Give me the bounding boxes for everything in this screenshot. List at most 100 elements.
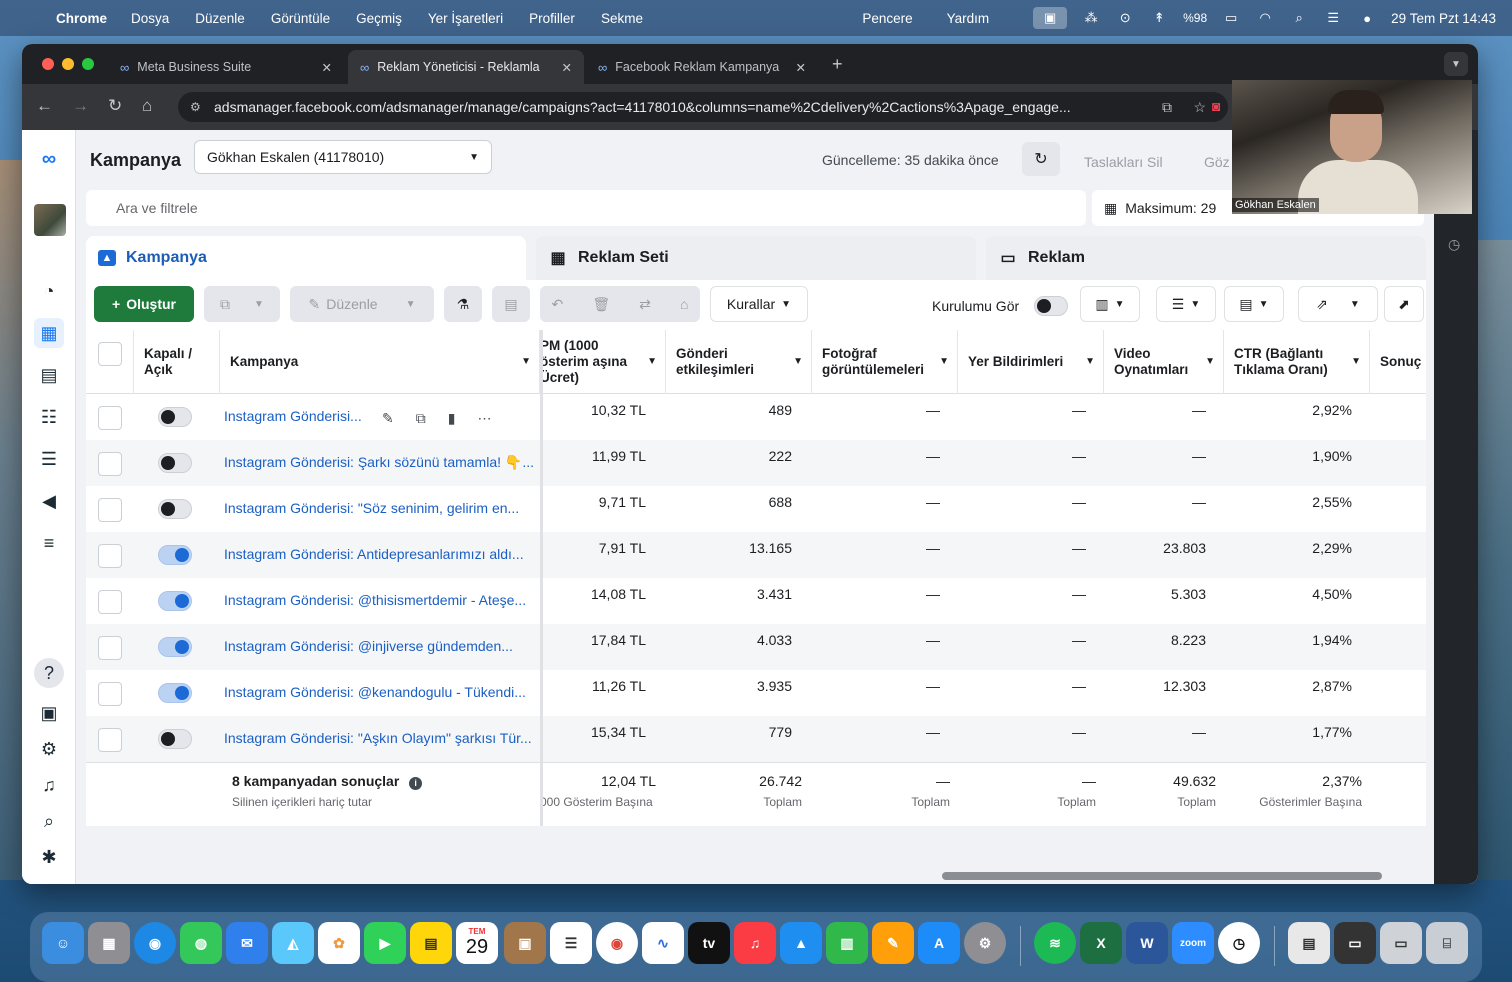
siri-icon[interactable]: ● bbox=[1363, 10, 1372, 26]
menu-pencere[interactable]: Pencere bbox=[862, 10, 913, 26]
more-options-icon[interactable]: ⋯ bbox=[477, 410, 492, 426]
undo-icon[interactable]: ↶ bbox=[551, 295, 564, 312]
menu-gecmis[interactable]: Geçmiş bbox=[356, 10, 402, 26]
battery-icon[interactable]: ▭ bbox=[1225, 10, 1238, 25]
home-icon[interactable]: ⌂ bbox=[142, 96, 153, 115]
photos-icon[interactable]: ✿ bbox=[318, 922, 360, 964]
history-clock-icon[interactable]: ◷ bbox=[1448, 236, 1461, 252]
table-row[interactable]: Instagram Gönderisi: @thisismertdemir - … bbox=[86, 578, 1426, 624]
account-selector[interactable]: Gökhan Eskalen (41178010) ▼ bbox=[194, 140, 492, 174]
close-tab-icon[interactable]: ✕ bbox=[795, 60, 806, 75]
trash-icon[interactable]: 🗑 bbox=[592, 295, 611, 312]
datetime[interactable]: 29 Tem Pzt 14:43 bbox=[1391, 10, 1496, 26]
back-icon[interactable]: ← bbox=[36, 96, 53, 115]
dashboard-icon[interactable]: ◔ bbox=[43, 280, 55, 301]
facetime-icon[interactable]: ▶ bbox=[364, 922, 406, 964]
new-tab-icon[interactable]: + bbox=[832, 54, 843, 74]
table-row[interactable]: Instagram Gönderisi... ✎ ⧉ ▮ ⋯ 10,32 TL 489 — — —… bbox=[86, 394, 1426, 440]
freeform-icon[interactable]: ∿ bbox=[642, 922, 684, 964]
keynote-icon[interactable]: ▲ bbox=[780, 922, 822, 964]
music-icon[interactable]: ♫ bbox=[734, 922, 776, 964]
clock-icon[interactable]: ◷ bbox=[1218, 922, 1260, 964]
campaign-name-link[interactable]: Instagram Gönderisi: "Söz seninim, gelir… bbox=[224, 500, 520, 516]
chrome-icon[interactable]: ◉ bbox=[596, 922, 638, 964]
mic-icon[interactable]: ↟ bbox=[1153, 10, 1165, 25]
notes-icon[interactable]: ▤ bbox=[410, 922, 452, 964]
menu-yardim[interactable]: Yardım bbox=[946, 10, 990, 26]
edit-pencil-icon[interactable]: ✎ bbox=[382, 410, 394, 426]
menu-dosya[interactable]: Dosya bbox=[131, 10, 170, 26]
row-checkbox[interactable] bbox=[98, 728, 122, 752]
bookmark-star-icon[interactable]: ☆ bbox=[1193, 98, 1206, 115]
rules-dropdown[interactable]: Kurallar ▼ bbox=[710, 286, 808, 322]
campaign-toggle[interactable] bbox=[158, 729, 192, 749]
tab-facebook-reklam-kampanya[interactable]: ∞ Facebook Reklam Kampanya ✕ bbox=[586, 50, 818, 84]
install-icon[interactable]: ⧉ bbox=[1162, 98, 1172, 115]
tab-reklam-yoneticisi[interactable]: ∞ Reklam Yöneticisi - Reklamla ✕ bbox=[348, 50, 584, 84]
header-checkins[interactable]: Yer Bildirimleri ▼ bbox=[958, 330, 1104, 394]
campaign-toggle[interactable] bbox=[158, 453, 192, 473]
columns-button[interactable]: ▥ ▼ bbox=[1080, 286, 1140, 322]
minimize-window-icon[interactable] bbox=[62, 58, 74, 70]
spotify-icon[interactable]: ≋ bbox=[1034, 922, 1076, 964]
horizontal-scrollbar[interactable] bbox=[942, 872, 1382, 880]
edit-button[interactable]: ✎ Düzenle ▼ bbox=[290, 286, 434, 322]
select-all-checkbox[interactable] bbox=[98, 342, 122, 366]
menu-yer-isaretleri[interactable]: Yer İşaretleri bbox=[427, 10, 504, 26]
menu-app-name[interactable]: Chrome bbox=[56, 10, 108, 26]
campaign-name-link[interactable]: Instagram Gönderisi: @injiverse gündemde… bbox=[224, 638, 513, 654]
tab-search-icon[interactable]: ▼ bbox=[1444, 52, 1468, 76]
downloads-stack-icon[interactable]: ▭ bbox=[1380, 922, 1422, 964]
app-store-icon[interactable]: A bbox=[918, 922, 960, 964]
charts-button[interactable]: ⬈ bbox=[1384, 286, 1424, 322]
menu-sekme[interactable]: Sekme bbox=[600, 10, 643, 26]
messages-icon[interactable]: ◍ bbox=[180, 922, 222, 964]
campaign-toggle[interactable] bbox=[158, 683, 192, 703]
row-checkbox[interactable] bbox=[98, 406, 122, 430]
spotlight-icon[interactable]: ⌕ bbox=[1295, 10, 1303, 25]
url-field[interactable]: ⚙ adsmanager.facebook.com/adsmanager/man… bbox=[178, 92, 1228, 122]
reminders-icon[interactable]: ☰ bbox=[550, 922, 592, 964]
header-toggle[interactable]: Kapalı / Açık bbox=[134, 330, 220, 394]
screenshot-icon[interactable]: ▭ bbox=[1334, 922, 1376, 964]
campaign-toggle[interactable] bbox=[158, 407, 192, 427]
header-photo-views[interactable]: Fotoğraf görüntülemeleri ▼ bbox=[812, 330, 958, 394]
pages-icon[interactable]: ✎ bbox=[872, 922, 914, 964]
control-center-icon[interactable]: ☰ bbox=[1327, 10, 1339, 25]
menu-goruntule[interactable]: Görüntüle bbox=[270, 10, 331, 26]
calendar-icon[interactable]: TEM 29 bbox=[456, 922, 498, 964]
ads-megaphone-icon[interactable]: ◀ bbox=[42, 490, 56, 511]
delete-drafts-button[interactable]: Taslakları Sil bbox=[1084, 154, 1163, 170]
reload-icon[interactable]: ↻ bbox=[108, 96, 123, 115]
wifi-icon[interactable]: ◠ bbox=[1259, 10, 1271, 25]
campaign-name-link[interactable]: Instagram Gönderisi: Antidepresanlarımız… bbox=[224, 546, 524, 562]
zoom-icon[interactable]: zoom bbox=[1172, 922, 1214, 964]
tab-campaign-level[interactable]: ▲ Kampanya bbox=[86, 236, 526, 280]
row-checkbox[interactable] bbox=[98, 544, 122, 568]
pocket-extension-icon[interactable]: ◙ bbox=[1212, 98, 1221, 114]
bug-report-icon[interactable]: ✱ bbox=[41, 846, 57, 867]
apple-tv-icon[interactable]: tv bbox=[688, 922, 730, 964]
numbers-icon[interactable]: ▥ bbox=[826, 922, 868, 964]
menu-profiller[interactable]: Profiller bbox=[529, 10, 575, 26]
campaign-name-link[interactable]: Instagram Gönderisi: @kenandogulu - Tüke… bbox=[224, 684, 526, 700]
help-icon[interactable]: ? bbox=[34, 658, 64, 688]
campaign-name-link[interactable]: Instagram Gönderisi: "Aşkın Olayım" şark… bbox=[224, 730, 532, 746]
reports-button[interactable]: ▤ ▼ bbox=[1224, 286, 1284, 322]
play-icon[interactable]: ⊙ bbox=[1119, 10, 1131, 25]
campaign-toggle[interactable] bbox=[158, 545, 192, 565]
trash-icon[interactable]: ⌸ bbox=[1426, 922, 1468, 964]
finder-icon[interactable]: ☺ bbox=[42, 922, 84, 964]
duplicate-icon[interactable]: ⧉ bbox=[415, 410, 426, 426]
export-icon[interactable]: ⇄ bbox=[639, 295, 651, 312]
close-tab-icon[interactable]: ✕ bbox=[561, 60, 572, 75]
search-icon[interactable]: ⌕ bbox=[43, 810, 55, 831]
table-row[interactable]: Instagram Gönderisi: Antidepresanlarımız… bbox=[86, 532, 1426, 578]
safari-icon[interactable]: ◉ bbox=[134, 922, 176, 964]
close-window-icon[interactable] bbox=[42, 58, 54, 70]
header-campaign[interactable]: Kampanya ▼ bbox=[220, 330, 540, 394]
meta-logo-icon[interactable]: ∞ bbox=[41, 147, 57, 170]
maximize-window-icon[interactable] bbox=[82, 58, 94, 70]
search-filter-input[interactable]: Ara ve filtrele bbox=[86, 190, 1086, 226]
launchpad-icon[interactable]: ▦ bbox=[88, 922, 130, 964]
